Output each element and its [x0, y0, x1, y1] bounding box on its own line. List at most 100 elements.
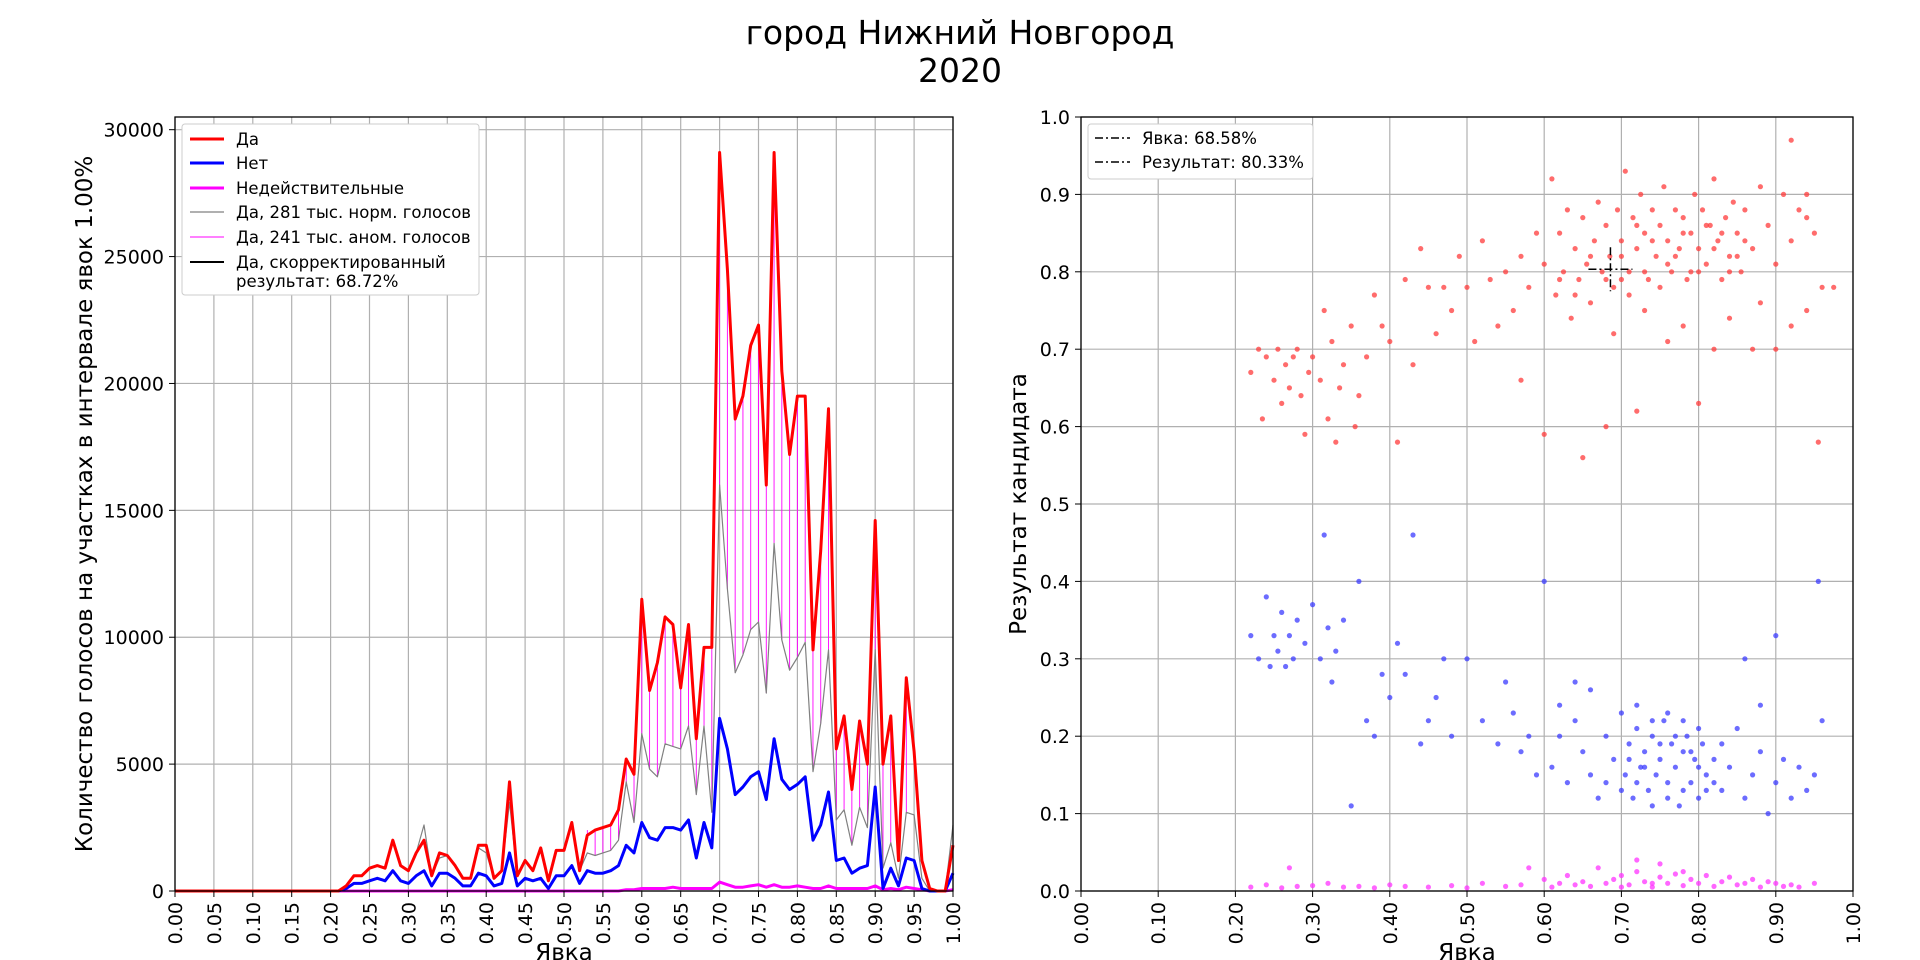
scatter-point-0	[1653, 253, 1659, 259]
scatter-point-2	[1680, 869, 1686, 875]
scatter-point-1	[1819, 718, 1825, 724]
scatter-point-0	[1680, 215, 1686, 221]
scatter-point-1	[1310, 602, 1316, 608]
scatter-point-0	[1730, 199, 1736, 205]
x-tick-label: 0.20	[1225, 902, 1247, 944]
scatter-point-0	[1337, 385, 1343, 391]
scatter-point-1	[1267, 663, 1273, 670]
scatter-point-1	[1433, 694, 1439, 701]
y-tick-label: 0.1	[1040, 804, 1070, 826]
x-tick-label: 0.45	[515, 902, 537, 944]
y-tick-label: 0.5	[1040, 494, 1070, 516]
x-tick-label: 0.20	[321, 902, 343, 944]
legend-label-0: Явка: 68.58%	[1142, 129, 1257, 148]
scatter-point-1	[1653, 772, 1659, 778]
scatter-point-0	[1669, 269, 1675, 275]
series-line-1	[175, 716, 955, 893]
y-tick-label: 0.8	[1040, 262, 1070, 284]
scatter-point-0	[1614, 207, 1621, 213]
x-tick-label: 0.80	[1689, 902, 1711, 944]
scatter-point-0	[1618, 253, 1624, 259]
scatter-point-0	[1742, 207, 1748, 213]
scatter-point-1	[1719, 787, 1725, 794]
scatter-point-1	[1669, 741, 1675, 747]
scatter-point-1	[1649, 733, 1655, 739]
y-tick-label: 10000	[104, 627, 164, 649]
scatter-point-2	[1549, 884, 1555, 890]
legend-label-1: Нет	[236, 154, 269, 173]
scatter-point-0	[1626, 269, 1632, 275]
scatter-point-0	[1819, 284, 1825, 290]
scatter-point-1	[1765, 811, 1771, 817]
scatter-point-1	[1757, 749, 1763, 755]
scatter-point-0	[1642, 230, 1648, 236]
scatter-point-2	[1263, 882, 1269, 888]
x-tick-label: 1.00	[1843, 902, 1865, 944]
scatter-point-0	[1642, 269, 1648, 275]
scatter-point-0	[1788, 137, 1794, 143]
scatter-point-1	[1503, 679, 1509, 685]
scatter-point-2	[1248, 884, 1254, 890]
scatter-point-0	[1568, 315, 1574, 321]
scatter-point-1	[1564, 780, 1570, 786]
scatter-point-0	[1738, 269, 1744, 275]
scatter-point-0	[1750, 246, 1756, 252]
scatter-point-2	[1734, 882, 1740, 888]
scatter-point-1	[1364, 718, 1370, 724]
scatter-point-1	[1317, 656, 1323, 662]
scatter-point-1	[1684, 733, 1690, 739]
scatter-point-1	[1657, 741, 1663, 747]
scatter-point-0	[1587, 300, 1594, 306]
scatter-point-1	[1634, 725, 1640, 732]
scatter-point-0	[1479, 238, 1485, 244]
scatter-point-0	[1665, 338, 1671, 345]
scatter-point-1	[1572, 718, 1578, 724]
scatter-point-0	[1472, 338, 1478, 345]
scatter-point-0	[1356, 393, 1362, 399]
y-axis-label: Результат кандидата	[1006, 373, 1032, 635]
scatter-point-0	[1603, 276, 1609, 283]
figure-title-line2: 2020	[918, 51, 1002, 90]
scatter-point-2	[1780, 883, 1787, 890]
scatter-point-0	[1456, 253, 1462, 259]
scatter-point-1	[1580, 749, 1586, 755]
scatter-point-0	[1557, 276, 1563, 283]
scatter-point-2	[1719, 879, 1725, 885]
scatter-point-0	[1622, 168, 1628, 174]
scatter-point-1	[1719, 741, 1725, 747]
scatter-point-1	[1742, 795, 1748, 801]
scatter-point-2	[1680, 883, 1686, 889]
scatter-point-0	[1394, 439, 1401, 445]
scatter-point-0	[1634, 246, 1640, 252]
scatter-point-0	[1723, 215, 1729, 221]
y-tick-label: 20000	[104, 373, 164, 395]
scatter-point-2	[1286, 865, 1292, 871]
scatter-point-0	[1634, 408, 1640, 414]
scatter-point-2	[1325, 880, 1331, 886]
scatter-point-2	[1479, 880, 1485, 886]
x-axis-label: Явка	[535, 940, 593, 960]
scatter-point-1	[1611, 756, 1617, 763]
scatter-point-0	[1591, 238, 1597, 244]
scatter-point-1	[1815, 578, 1821, 585]
scatter-point-0	[1642, 307, 1648, 314]
y-tick-label: 0	[152, 881, 164, 903]
scatter-point-2	[1572, 882, 1578, 888]
scatter-point-0	[1263, 354, 1269, 360]
x-tick-label: 0.35	[437, 902, 459, 944]
y-tick-label: 0.4	[1040, 571, 1070, 593]
y-tick-label: 0.7	[1040, 339, 1070, 361]
scatter-point-1	[1271, 633, 1277, 639]
scatter-point-1	[1333, 648, 1339, 654]
y-axis-label: Количество голосов на участках в интерва…	[72, 156, 98, 853]
scatter-point-1	[1680, 787, 1686, 794]
scatter-point-0	[1692, 191, 1698, 197]
x-tick-label: 0.40	[1380, 902, 1402, 944]
scatter-point-1	[1286, 633, 1292, 639]
scatter-point-0	[1599, 269, 1605, 275]
series-line-0	[175, 151, 955, 893]
scatter-point-1	[1557, 702, 1563, 708]
scatter-point-0	[1464, 284, 1470, 290]
scatter-point-0	[1696, 246, 1702, 252]
scatter-point-2	[1811, 880, 1817, 886]
